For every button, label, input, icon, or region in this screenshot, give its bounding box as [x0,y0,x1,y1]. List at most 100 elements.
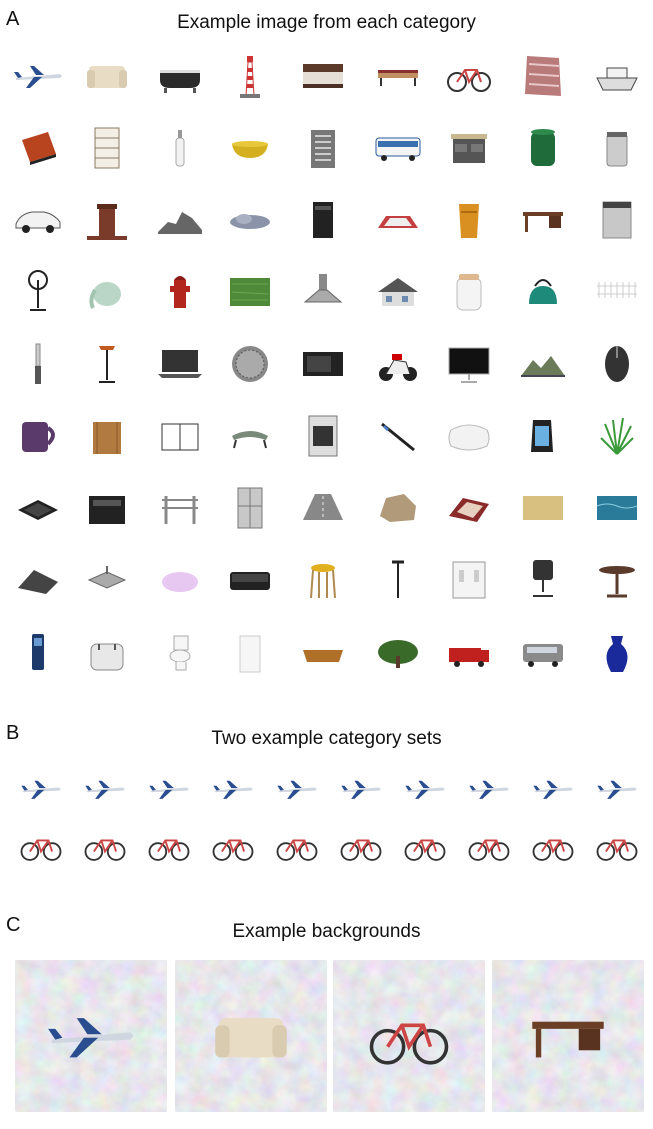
printer-icon [79,480,135,536]
basket-icon [295,626,351,682]
pen-icon [370,408,426,464]
cloud-icon [222,192,278,248]
bicycle-icon [204,820,262,872]
oven-icon [295,408,351,464]
bicycle-icon [332,820,390,872]
tarp-icon [10,552,66,608]
panel-c-title: Example backgrounds [232,921,421,942]
airplane-icon [460,766,518,812]
pillow-icon [441,408,497,464]
chimney-icon [79,192,135,248]
airplane-icon [76,766,134,812]
noise-background [175,960,327,1112]
railing-icon [152,480,208,536]
dishwasher-icon [589,192,645,248]
bicycle-icon [396,820,454,872]
fence-icon [589,264,645,320]
bench-icon [370,48,426,104]
panel-a-letter: A [6,8,20,30]
fire-hydrant-icon [152,264,208,320]
crosswalk-icon [370,192,426,248]
sand-icon [515,480,571,536]
bowl-icon [222,120,278,176]
rock-icon [370,480,426,536]
panel-c-letter: C [6,914,21,936]
desk-icon [515,192,571,248]
mouse-icon [589,336,645,392]
boat-icon [589,48,645,104]
vase-icon [589,626,645,682]
microwave-icon [295,336,351,392]
airplane-icon [332,766,390,812]
panel-a-title: Example image from each category [177,12,476,33]
bicycle-icon [140,820,198,872]
bus-icon [370,120,426,176]
road-icon [295,480,351,536]
bicycle-icon [359,986,459,1086]
telephone-icon [10,626,66,682]
kitchen-island-icon [441,120,497,176]
airplane-icon [140,766,198,812]
stool-icon [295,552,351,608]
bicycle-icon [268,820,326,872]
rug-icon [441,480,497,536]
airplane-icon [588,766,646,812]
book-icon [10,120,66,176]
office-chair-icon [515,552,571,608]
jar-icon [441,264,497,320]
range-hood-icon [295,264,351,320]
bicycle-icon [12,820,70,872]
notebook-icon [152,408,208,464]
motorcycle-icon [370,336,426,392]
candle-icon [515,120,571,176]
armchair-icon [201,986,301,1086]
knife-icon [10,336,66,392]
towel-icon [222,626,278,682]
panel-b-letter: B [6,722,20,744]
kettle-icon [515,264,571,320]
fan-icon [10,264,66,320]
canister-icon [589,120,645,176]
bottle-icon [152,120,208,176]
truck-icon [441,626,497,682]
tree-icon [370,626,426,682]
monitor-icon [441,336,497,392]
toilet-icon [152,626,208,682]
noise-background [15,960,167,1112]
mug-icon [10,408,66,464]
grass-icon [222,264,278,320]
house-icon [370,264,426,320]
van-icon [515,626,571,682]
streetlight-icon [370,552,426,608]
bed-icon [295,48,351,104]
airplane-icon [524,766,582,812]
bicycle-icon [441,48,497,104]
ottoman-icon [222,408,278,464]
sofa-icon [222,552,278,608]
floor-lamp-icon [79,336,135,392]
bicycle-icon [76,820,134,872]
cliff-icon [152,192,208,248]
bicycle-icon [460,820,518,872]
mountain-icon [515,336,571,392]
computer-tower-icon [295,192,351,248]
tray-icon [10,480,66,536]
pitcher-icon [515,408,571,464]
manhole-icon [222,336,278,392]
blanket-icon [515,48,571,104]
car-icon [10,192,66,248]
airplane-icon [12,766,70,812]
lighthouse-icon [222,48,278,104]
soap-icon [152,552,208,608]
bicycle-icon [524,820,582,872]
plant-icon [589,408,645,464]
noise-background [333,960,485,1112]
airplane-icon [268,766,326,812]
noise-background [492,960,644,1112]
table-icon [589,552,645,608]
building-icon [295,120,351,176]
toaster-icon [79,626,135,682]
desk-icon [518,986,618,1086]
airplane-icon [204,766,262,812]
airplane-icon [10,48,66,104]
